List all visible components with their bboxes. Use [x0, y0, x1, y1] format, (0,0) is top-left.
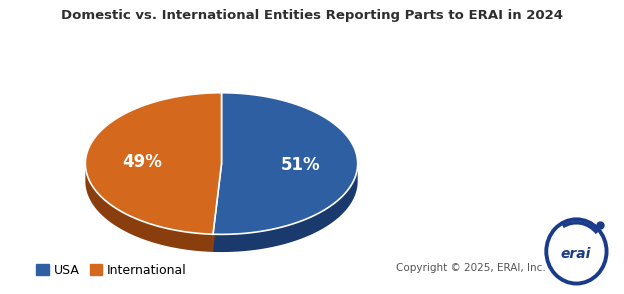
- Polygon shape: [85, 163, 213, 252]
- Polygon shape: [85, 93, 222, 234]
- Text: erai: erai: [560, 248, 591, 261]
- Polygon shape: [213, 163, 222, 252]
- Polygon shape: [213, 163, 222, 252]
- Text: 51%: 51%: [281, 156, 320, 174]
- Text: 49%: 49%: [123, 153, 162, 171]
- Polygon shape: [213, 163, 358, 252]
- Text: Copyright © 2025, ERAI, Inc.: Copyright © 2025, ERAI, Inc.: [396, 263, 546, 273]
- Polygon shape: [213, 93, 358, 234]
- Text: Domestic vs. International Entities Reporting Parts to ERAI in 2024: Domestic vs. International Entities Repo…: [61, 9, 563, 22]
- Legend: USA, International: USA, International: [31, 259, 192, 282]
